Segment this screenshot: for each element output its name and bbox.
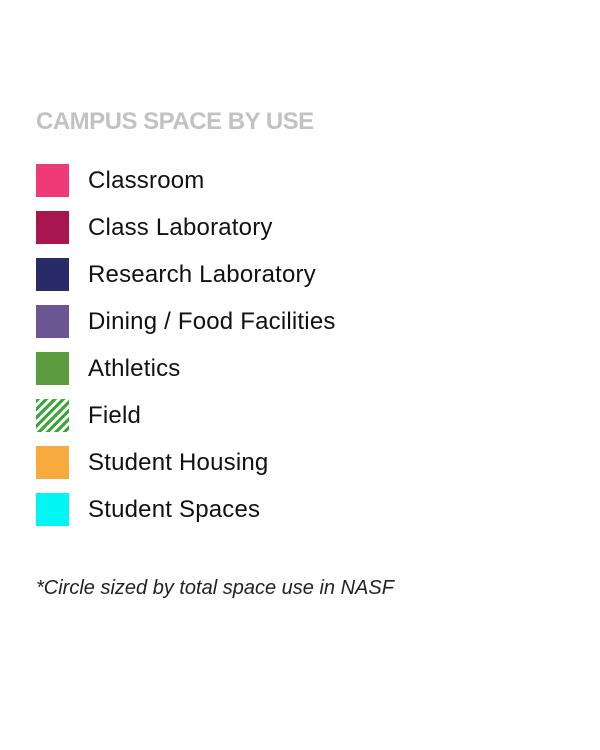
legend-item: Research Laboratory [36, 258, 336, 291]
legend-swatch [36, 211, 69, 244]
legend-item: Dining / Food Facilities [36, 305, 336, 338]
legend-item: Class Laboratory [36, 211, 336, 244]
legend-label: Student Spaces [88, 495, 261, 523]
legend: Classroom Class Laboratory Research Labora… [36, 164, 336, 540]
legend-swatch [36, 399, 69, 432]
legend-item: Student Spaces [36, 493, 336, 526]
legend-swatch [36, 258, 69, 291]
legend-swatch [36, 446, 69, 479]
legend-label: Classroom [88, 166, 205, 194]
legend-swatch [36, 493, 69, 526]
legend-item: Athletics [36, 352, 336, 385]
legend-label: Class Laboratory [88, 213, 273, 241]
legend-label: Research Laboratory [88, 260, 316, 288]
legend-swatch [36, 305, 69, 338]
legend-label: Student Housing [88, 448, 269, 476]
legend-item: Student Housing [36, 446, 336, 479]
legend-title: CAMPUS SPACE BY USE [36, 108, 314, 135]
legend-label: Field [88, 401, 142, 429]
footnote: *Circle sized by total space use in NASF [36, 577, 394, 599]
legend-swatch [36, 352, 69, 385]
legend-item: Classroom [36, 164, 336, 197]
legend-swatch [36, 164, 69, 197]
legend-item: Field [36, 399, 336, 432]
legend-label: Dining / Food Facilities [88, 307, 336, 335]
legend-label: Athletics [88, 354, 181, 382]
